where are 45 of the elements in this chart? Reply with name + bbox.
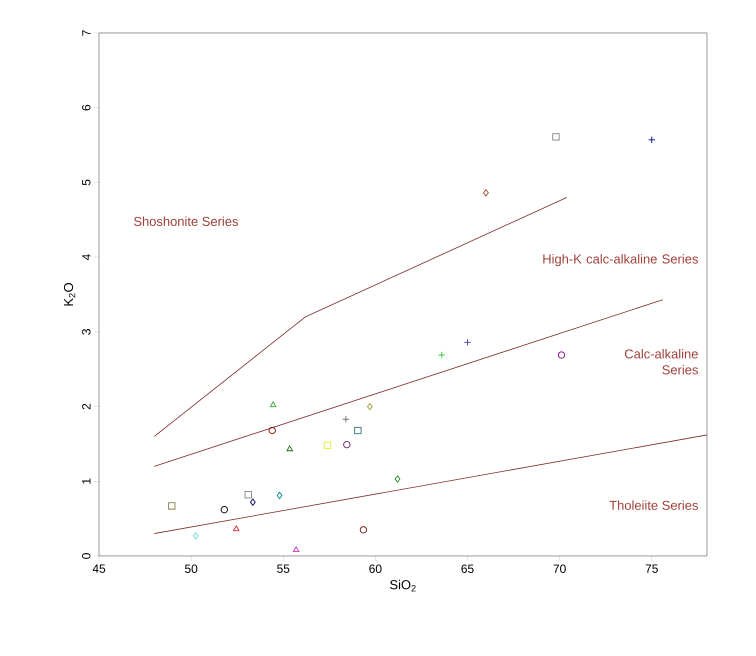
y-tick-label: 7 bbox=[82, 30, 90, 36]
y-tick-label: 4 bbox=[82, 254, 90, 260]
point bbox=[342, 416, 350, 423]
point bbox=[233, 525, 240, 532]
y-tick-label: 6 bbox=[82, 104, 90, 110]
point bbox=[648, 136, 656, 144]
point bbox=[354, 426, 362, 434]
point bbox=[343, 441, 350, 448]
point bbox=[168, 502, 176, 510]
x-axis-title: SiO$_{2}$ bbox=[390, 580, 416, 592]
x-tick-label: 60 bbox=[369, 564, 382, 573]
point bbox=[286, 445, 293, 452]
point bbox=[268, 426, 276, 434]
y-tick-label: 3 bbox=[82, 329, 90, 335]
point bbox=[270, 401, 276, 408]
point bbox=[483, 189, 489, 197]
x-tick-label: 75 bbox=[646, 564, 658, 573]
y-tick-label: 1 bbox=[82, 478, 90, 484]
y-tick-label: 0 bbox=[82, 553, 90, 559]
x-tick-label: 45 bbox=[92, 564, 106, 573]
point bbox=[394, 475, 400, 483]
x-tick-label: 70 bbox=[554, 564, 566, 573]
point bbox=[360, 526, 368, 534]
x-tick-label: 50 bbox=[184, 564, 198, 573]
annotation: High-K calc-alkaline Series bbox=[543, 254, 698, 266]
point bbox=[192, 532, 199, 540]
point bbox=[324, 442, 332, 450]
point bbox=[552, 133, 560, 140]
annotation: Tholeiite Series bbox=[609, 500, 698, 510]
y-axis-title: K$_{2}$O bbox=[64, 282, 76, 306]
point bbox=[244, 491, 252, 498]
y-tick-label: 2 bbox=[82, 404, 90, 410]
point bbox=[438, 351, 446, 359]
point bbox=[250, 498, 256, 506]
point bbox=[276, 492, 282, 500]
point bbox=[464, 338, 472, 346]
point bbox=[220, 506, 228, 514]
x-tick-label: 65 bbox=[461, 564, 474, 573]
x-tick-label: 55 bbox=[277, 564, 290, 573]
annotation: Shoshonite Series bbox=[134, 216, 238, 226]
point bbox=[292, 546, 300, 552]
point bbox=[558, 351, 566, 359]
annotation: Calc-alkaline Series bbox=[624, 348, 698, 374]
y-tick-label: 5 bbox=[82, 180, 90, 186]
point bbox=[366, 402, 373, 410]
